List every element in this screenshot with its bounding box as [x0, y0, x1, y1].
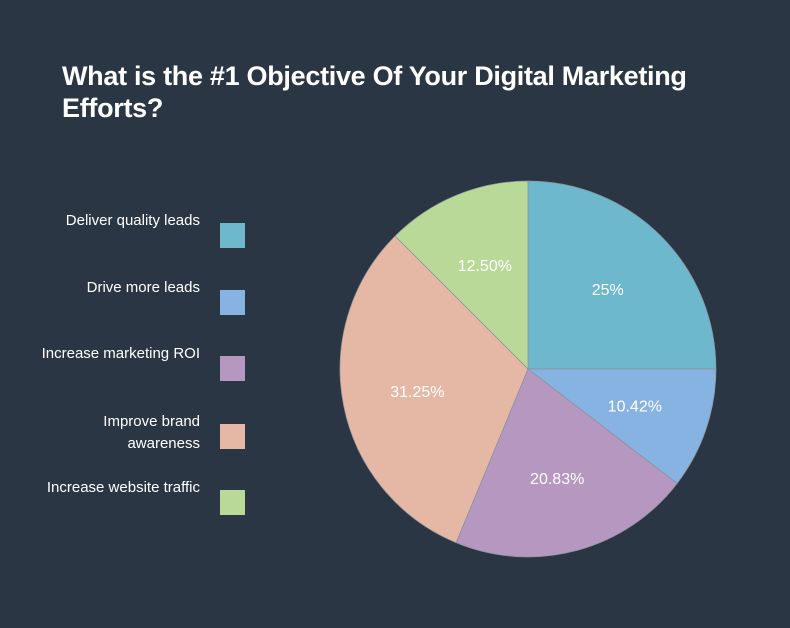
legend-swatch	[220, 490, 245, 515]
legend-item: Drive more leads	[40, 277, 245, 327]
pie-slice	[527, 180, 717, 370]
pie-slice	[339, 235, 529, 544]
legend-swatch	[220, 290, 245, 315]
pie-slice	[526, 368, 717, 484]
legend-swatch	[220, 356, 245, 381]
legend-label: Increase website traffic	[46, 479, 200, 496]
legend-label: Deliver quality leads	[65, 212, 200, 229]
legend-item: Increase website traffic	[40, 477, 245, 527]
legend-label: Drive more leads	[86, 279, 200, 296]
chart-title: What is the #1 Objective Of Your Digital…	[62, 61, 687, 123]
legend-item: Improve brand awareness	[40, 411, 245, 461]
legend-label: Increase marketing ROI	[41, 345, 200, 362]
legend-item: Increase marketing ROI	[40, 343, 245, 393]
slice-label: 25%	[592, 282, 624, 299]
legend-swatch	[220, 424, 245, 449]
legend-swatch	[220, 223, 245, 248]
pie-slice	[394, 180, 529, 370]
legend-label: Improve brand awareness	[103, 413, 200, 452]
slice-label: 20.83%	[530, 471, 584, 488]
slice-label: 31.25%	[390, 384, 444, 401]
slice-label: 10.42%	[608, 398, 662, 415]
pie-slice	[455, 368, 678, 558]
slice-label: 12.50%	[458, 258, 512, 275]
legend-item: Deliver quality leads	[40, 210, 245, 260]
